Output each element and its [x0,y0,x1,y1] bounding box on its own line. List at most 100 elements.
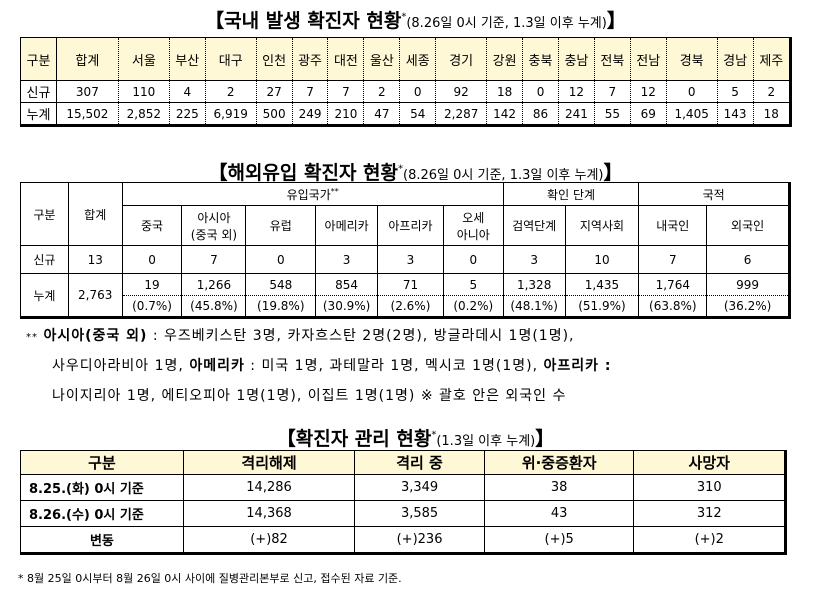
table-cell: 310 [633,474,786,501]
column-header: 광주 [291,37,328,81]
header-origin: 유입국가** [121,182,504,206]
table-cell: 142 [486,102,523,126]
table-cell: 249 [291,102,328,126]
column-header: 중국 [121,205,183,246]
table-cell: 5 [716,80,754,103]
table-cell: 8.25.(화) 0시 기준 [20,474,184,501]
table-cell: 1,266 [181,273,247,296]
column-header: 인천 [255,37,293,81]
column-header: 위·중증환자 [483,450,635,475]
table-cell: 3 [377,245,444,274]
table-cell: (0.7%) [121,295,183,318]
table-cell: 43 [483,500,635,527]
table-cell: 1,328 [502,273,566,296]
table-cell: (+)2 [633,526,786,554]
table-cell: 5 [442,273,504,296]
header-total: 합계 [67,182,123,246]
table-cell: 18 [486,80,523,103]
table-cell: 307 [55,80,119,103]
table-cell: 69 [629,102,667,126]
column-header: 대전 [327,37,364,81]
table-cell: (2.6%) [377,295,444,318]
footnote: * 8월 25일 0시부터 8월 26일 0시 사이에 질병관리본부로 신고, … [18,572,402,585]
table-cell: 71 [377,273,444,296]
table-cell: 143 [716,102,754,126]
column-header: 아시아 (중국 외) [181,205,247,246]
domestic-table: 구분 합계 서울 부산 대구 인천 광주 대전 울산 세종 경기 강원 충북 충남 전북 전남 경북 경남 제주 신규… [20,37,792,127]
column-header: 구분 [20,37,57,81]
table-cell: 12 [557,80,595,103]
table-cell: 13 [67,245,123,274]
table-cell: (36.2%) [706,295,790,318]
header-nation: 국적 [638,182,790,206]
table-cell: 854 [315,273,379,296]
column-header: 대구 [204,37,257,81]
table-cell: 548 [245,273,317,296]
column-header: 유럽 [245,205,317,246]
table-cell: (45.8%) [181,295,247,318]
table-cell: 6,919 [204,102,257,126]
table-cell: 신규 [20,80,57,103]
table-cell: 4 [168,80,206,103]
column-header: 전남 [629,37,667,81]
column-header: 부산 [168,37,206,81]
table-cell: 2 [363,80,400,103]
column-header: 합계 [55,37,119,81]
table-cell: 12 [629,80,667,103]
table-cell: 210 [327,102,364,126]
table-row: 8.25.(화) 0시 기준 14,286 3,349 38 310 [20,474,786,501]
column-header: 격리 중 [354,450,485,475]
table-cell: 110 [117,80,170,103]
table-cell: 27 [255,80,293,103]
table-cell: 15,502 [55,102,119,126]
column-header: 세종 [399,37,436,81]
table-cell: 241 [557,102,595,126]
column-header: 충남 [557,37,595,81]
overseas-title: 【해외유입 확진자 현황*(8.26일 0시 기준, 1.3일 이후 누계)】 [208,162,623,184]
column-header: 오세 아니아 [442,205,504,246]
column-header: 강원 [486,37,523,81]
column-header: 외국인 [706,205,790,246]
column-header: 경북 [665,37,718,81]
overseas-table: 구분 합계 유입국가** 확인 단계 국적 중국 아시아 (중국 외) 유럽 아메리카 아프… [20,182,791,319]
table-cell: 500 [255,102,293,126]
table-cell: 3,585 [354,500,485,527]
note-line-1: ** 아시아(중국 외) : 우즈베키스탄 3명, 카자흐스탄 2명(2명), … [26,328,575,344]
table-cell: 3 [315,245,379,274]
table-cell: 2,287 [435,102,487,126]
table-cell: 2,763 [67,273,123,318]
table-cell: 7 [291,80,328,103]
table-cell: 19 [121,273,183,296]
header-row: 구분 합계 서울 부산 대구 인천 광주 대전 울산 세종 경기 강원 충북 충남 전북 전남 경북 경남 제주 [20,37,791,81]
table-cell: 14,368 [182,500,356,527]
table-cell: 0 [442,245,504,274]
note-line-3: 나이지리아 1명, 에티오피아 1명(1명), 이집트 1명(1명) ※ 괄호 … [52,388,567,404]
column-header: 충북 [522,37,559,81]
table-cell: 86 [522,102,559,126]
note-line-2: 사우디아라비아 1명, 아메리카 : 미국 1명, 과테말라 1명, 멕시코 1… [52,358,612,374]
table-cell: 0 [522,80,559,103]
management-title: 【확진자 관리 현황*(1.3일 이후 누계)】 [276,428,555,450]
row-label: 신규 [20,245,69,274]
column-header: 제주 [752,37,791,81]
column-header: 아메리카 [315,205,379,246]
table-cell: (+)82 [182,526,356,554]
table-cell: 7 [638,245,708,274]
domestic-title: 【국내 발생 확진자 현황*(8.26일 0시 기준, 1.3일 이후 누계)】 [205,10,626,32]
table-row: 누계 15,502 2,852 225 6,919 500 249 210 47 54 2,287 1… [20,102,791,126]
table-cell: 7 [327,80,364,103]
table-cell: 1,405 [665,102,718,126]
table-cell: 2 [204,80,257,103]
column-header: 서울 [117,37,170,81]
table-cell: 3,349 [354,474,485,501]
header-row: 구분 격리해제 격리 중 위·중증환자 사망자 [20,450,786,475]
table-cell: 10 [564,245,640,274]
column-header: 검역단계 [502,205,566,246]
table-cell: 1,764 [638,273,708,296]
table-cell: 312 [633,500,786,527]
column-header: 사망자 [633,450,786,475]
table-cell: 1,435 [564,273,640,296]
table-cell: (0.2%) [442,295,504,318]
table-cell: 0 [399,80,436,103]
column-header: 격리해제 [182,450,356,475]
